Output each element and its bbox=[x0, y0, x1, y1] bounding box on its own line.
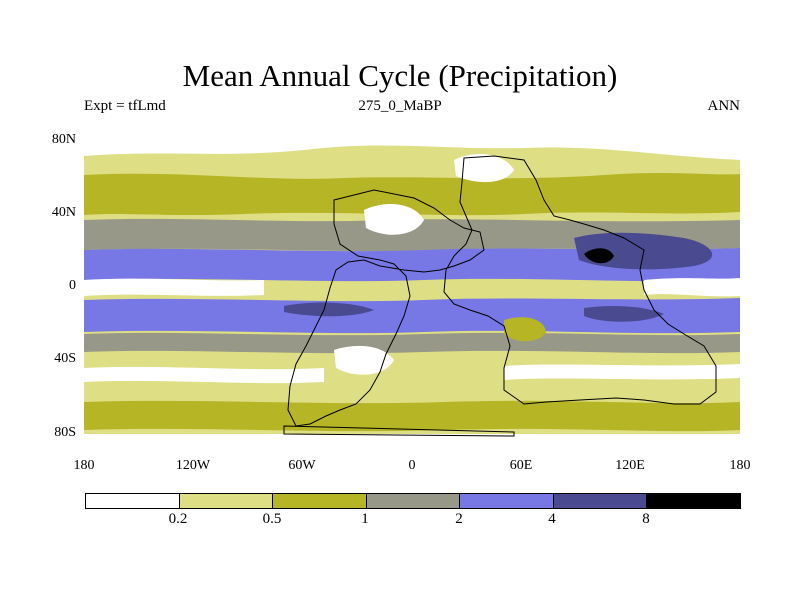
lat-label-40s: 40S bbox=[54, 351, 76, 366]
lat-label-40n: 40N bbox=[51, 205, 76, 220]
lon-label-0: 0 bbox=[408, 458, 416, 473]
subtitle-left: Expt = tfLmd bbox=[84, 98, 166, 114]
colorbar-swatch bbox=[553, 494, 648, 508]
colorbar-label-2: 2 bbox=[455, 511, 463, 527]
precipitation-map bbox=[84, 120, 740, 450]
subtitle-center: 275_0_MaBP bbox=[358, 98, 442, 114]
colorbar-label-0-5: 0.5 bbox=[262, 511, 282, 527]
colorbar bbox=[85, 493, 741, 509]
colorbar-swatch bbox=[179, 494, 274, 508]
colorbar-label-8: 8 bbox=[642, 511, 650, 527]
lon-label-60e: 60E bbox=[509, 458, 533, 473]
lat-label-80s: 80S bbox=[54, 425, 76, 440]
lat-label-eq: 0 bbox=[69, 278, 76, 293]
colorbar-swatch bbox=[273, 494, 367, 508]
subtitle-right: ANN bbox=[707, 98, 741, 114]
colorbar-swatch bbox=[366, 494, 461, 508]
colorbar-swatch bbox=[647, 494, 741, 508]
lon-label-60w: 60W bbox=[288, 458, 316, 473]
colorbar-swatch bbox=[86, 494, 180, 508]
lon-label-120w: 120W bbox=[175, 458, 211, 473]
colorbar-swatch bbox=[460, 494, 554, 508]
colorbar-label-1: 1 bbox=[361, 511, 369, 527]
lat-label-80n: 80N bbox=[51, 132, 76, 147]
lon-label-180w: 180 bbox=[73, 458, 95, 473]
lon-label-180e: 180 bbox=[729, 458, 751, 473]
plot-title: Mean Annual Cycle (Precipitation) bbox=[182, 58, 618, 93]
lon-label-120e: 120E bbox=[615, 458, 645, 473]
colorbar-label-0-2: 0.2 bbox=[168, 511, 188, 527]
colorbar-label-4: 4 bbox=[548, 511, 556, 527]
